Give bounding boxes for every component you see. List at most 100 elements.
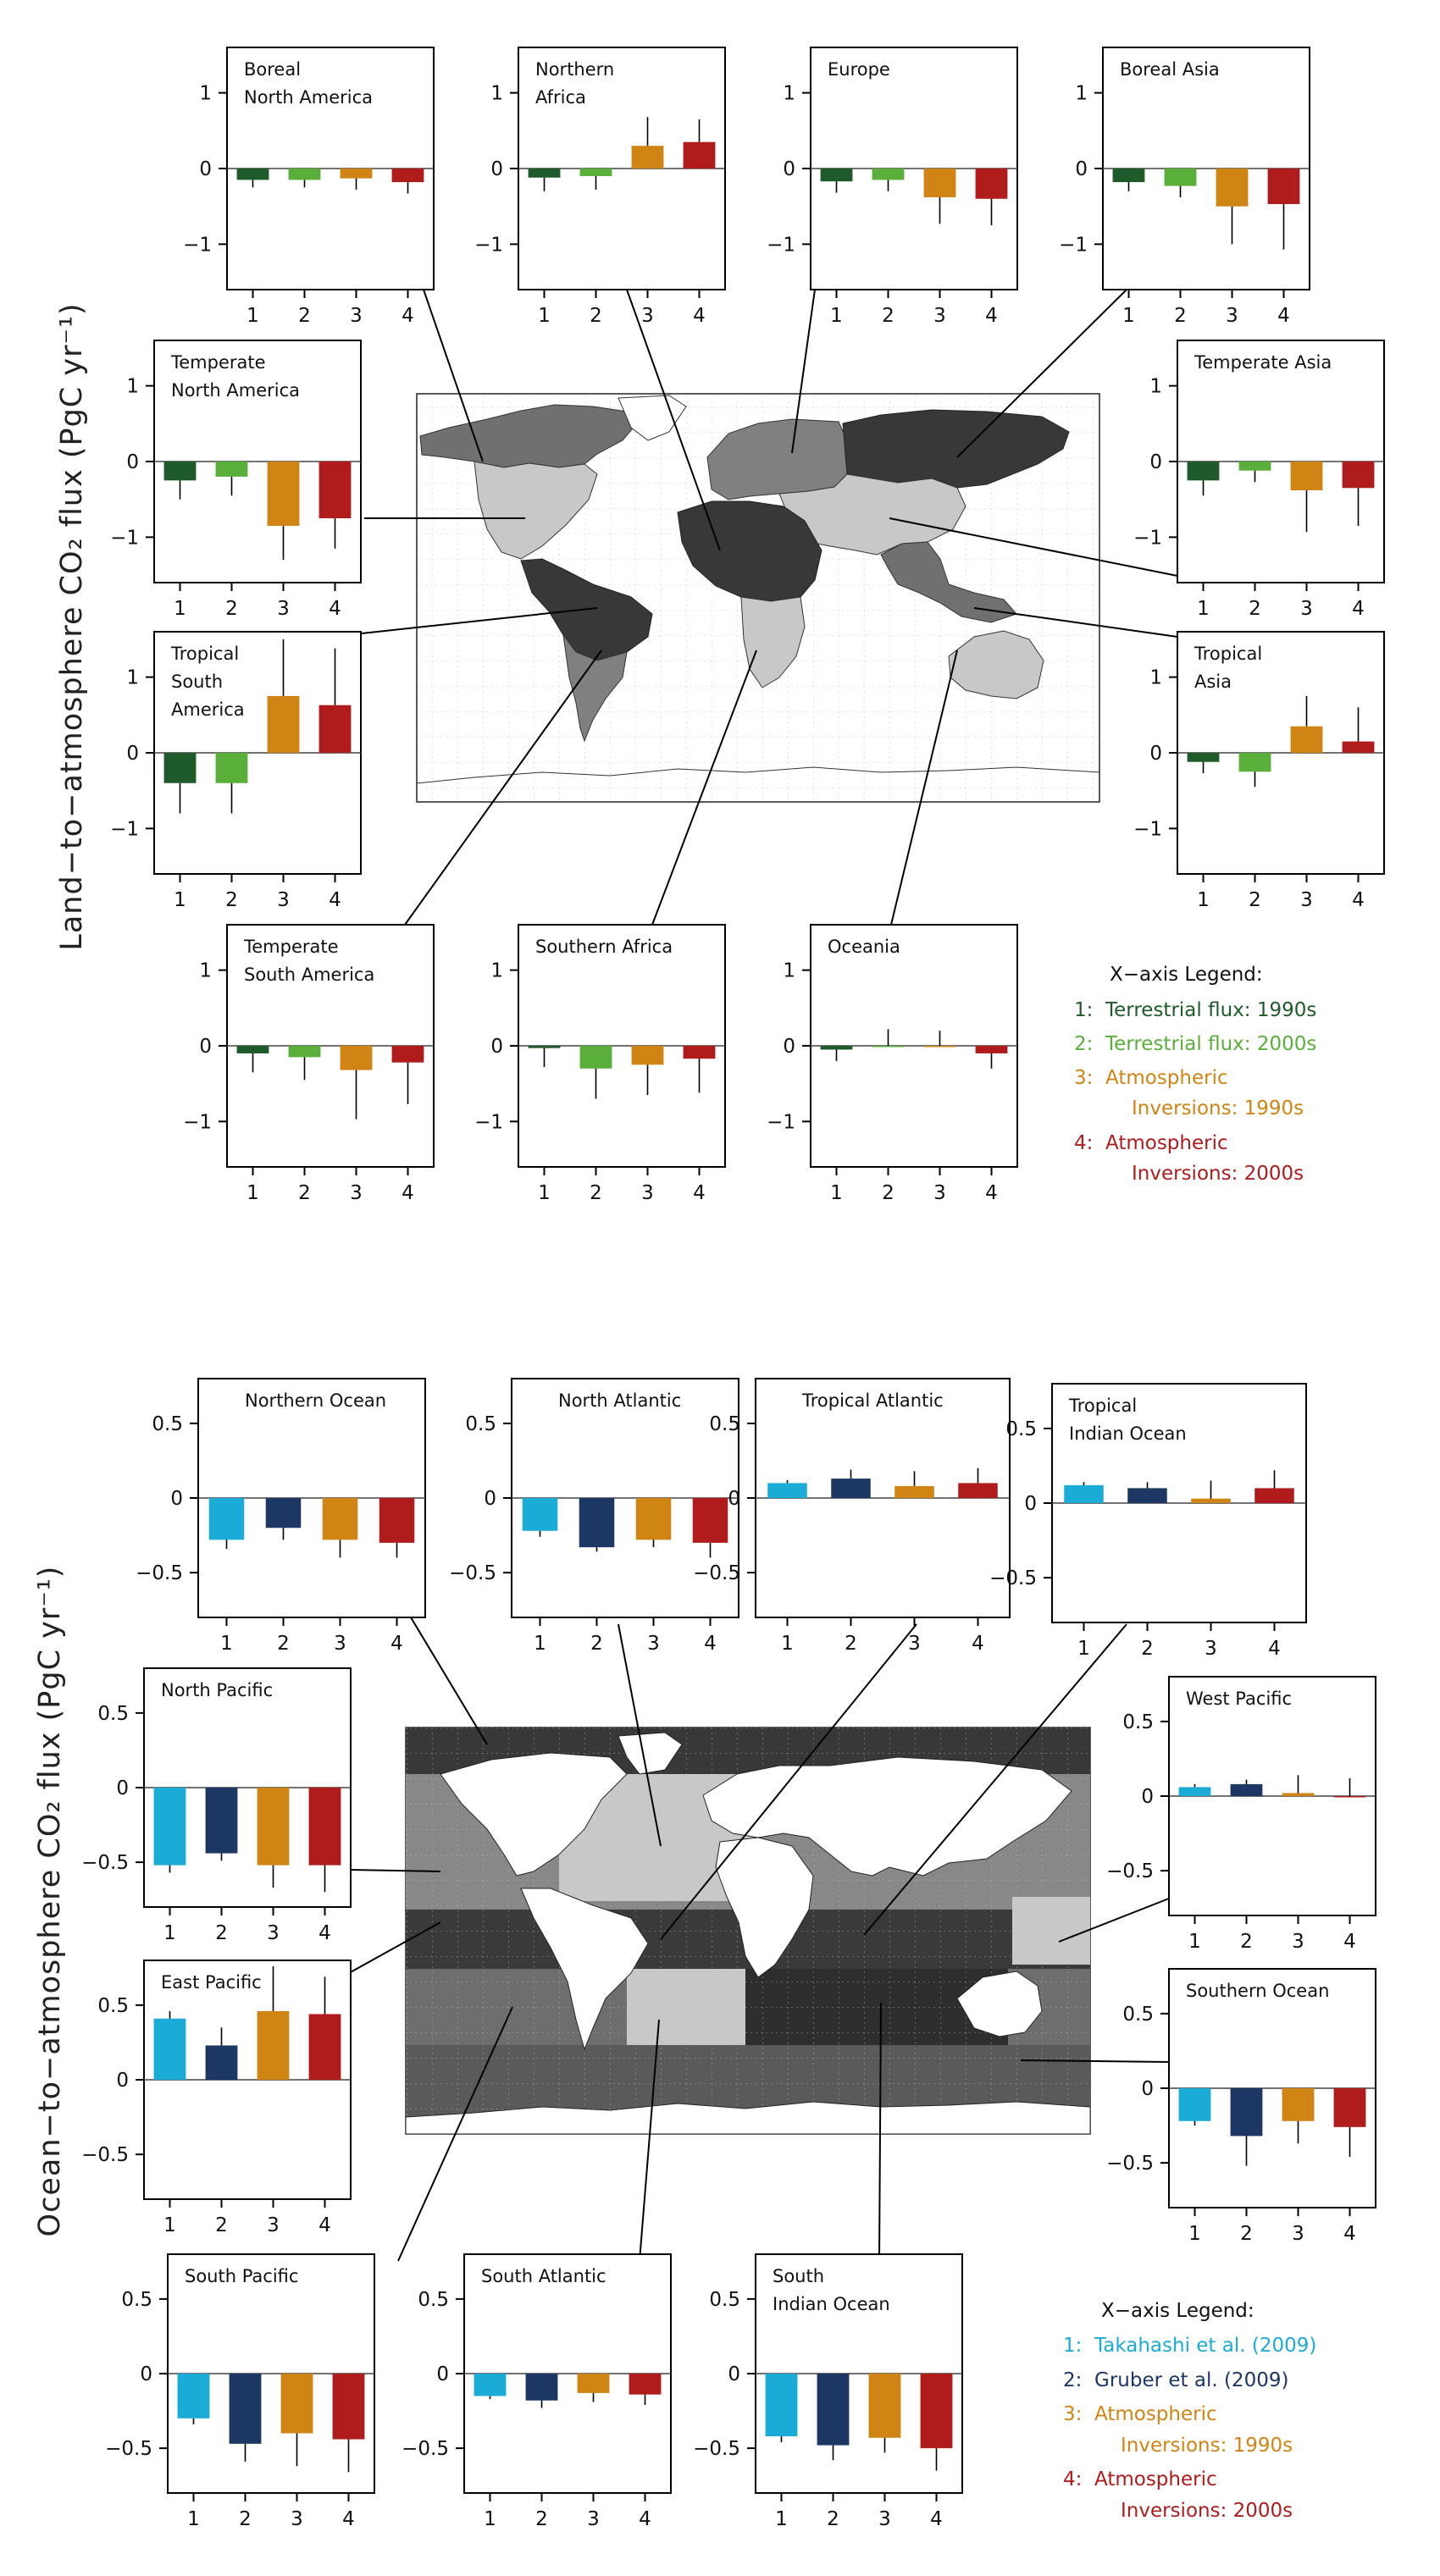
land-legend-text-4a: Atmospheric: [1105, 1132, 1228, 1154]
x-tick-label: 1: [220, 1633, 233, 1655]
bar-3: [635, 1498, 672, 1540]
bar-3: [894, 1485, 934, 1498]
panel-title: Southern Africa: [535, 937, 673, 957]
y-tick-label: 0: [199, 158, 212, 180]
x-tick-label: 1: [830, 1182, 843, 1204]
x-tick-label: 4: [930, 2508, 943, 2530]
x-tick-label: 3: [1300, 598, 1313, 620]
bar-2: [288, 169, 321, 180]
y-tick-label: 0: [140, 2363, 152, 2385]
y-tick-label: −1: [767, 234, 795, 256]
panel-oceania: Oceania 1 0 −1 1 2 3 4: [767, 924, 1018, 1204]
x-tick-label: 1: [246, 1182, 259, 1204]
panel-title: Indian Ocean: [1069, 1423, 1187, 1444]
y-tick-label: 0: [728, 2363, 740, 2385]
x-tick-label: 2: [298, 1182, 311, 1204]
y-tick-label: 0.5: [1122, 2004, 1154, 2026]
y-tick-label: 0: [1075, 158, 1088, 180]
x-tick-label: 1: [1122, 305, 1135, 327]
land-legend-text-3a: Atmospheric: [1105, 1067, 1228, 1089]
x-tick-label: 2: [590, 305, 602, 327]
y-tick-label: −1: [110, 527, 139, 549]
x-tick-label: 1: [163, 1922, 176, 1944]
x-tick-label: 2: [1141, 1638, 1154, 1660]
panel-title: Boreal Asia: [1120, 59, 1220, 80]
x-tick-label: 4: [318, 1922, 331, 1944]
ocean-legend-text-4b: Inversions: 2000s: [1121, 2500, 1293, 2522]
panel-north-pacific: North Pacific 0.5 0 −0.5 1 2 3 4: [81, 1667, 352, 1944]
region-temperate-asia: [778, 473, 966, 556]
ocean-legend-text-3b: Inversions: 1990s: [1121, 2435, 1293, 2457]
y-tick-label: 1: [1075, 83, 1088, 105]
x-tick-label: 1: [484, 2508, 496, 2530]
bar-1: [1187, 753, 1220, 762]
panel-title: North Pacific: [161, 1680, 273, 1700]
x-tick-label: 2: [590, 1182, 602, 1204]
region-oceania: [948, 630, 1044, 699]
bar-4: [683, 1046, 716, 1059]
bar-4: [975, 1046, 1008, 1053]
panel-title: South: [171, 672, 223, 692]
x-tick-label: 3: [277, 889, 290, 911]
x-tick-label: 4: [1343, 1931, 1356, 1953]
x-tick-label: 2: [1240, 2223, 1253, 2245]
y-tick-label: 0.5: [418, 2289, 449, 2311]
y-tick-label: 0: [1149, 743, 1162, 765]
bar-4: [1333, 1796, 1366, 1798]
bar-2: [205, 1788, 238, 1854]
x-tick-label: 2: [277, 1633, 290, 1655]
y-tick-label: −0.5: [693, 1562, 740, 1584]
panel-title: Tropical Atlantic: [801, 1390, 944, 1411]
y-tick-label: 0: [126, 743, 139, 765]
y-tick-label: −0.5: [81, 2144, 129, 2166]
bar-3: [923, 1046, 956, 1048]
y-tick-label: 0: [1024, 1493, 1037, 1515]
x-tick-label: 1: [775, 2508, 788, 2530]
bar-1: [1064, 1484, 1104, 1503]
bar-4: [1267, 169, 1300, 205]
x-tick-label: 1: [1077, 1638, 1090, 1660]
y-tick-label: 1: [490, 83, 503, 105]
y-tick-label: 0: [490, 1036, 503, 1058]
y-tick-label: 0: [1141, 1786, 1154, 1808]
x-tick-label: 1: [163, 2214, 176, 2236]
panel-tropical-indian-ocean: Tropical Indian Ocean 0.5 0 −0.5 1 2 3 4: [989, 1383, 1307, 1660]
y-tick-label: 0: [436, 2363, 449, 2385]
panel-west-pacific: West Pacific 0.5 0 −0.5 1 2 3 4: [1106, 1676, 1376, 1953]
bar-2: [817, 2374, 850, 2446]
bar-2: [1230, 2088, 1263, 2137]
y-tick-label: 1: [199, 960, 212, 982]
y-tick-label: −1: [474, 1111, 503, 1133]
y-tick-label: −0.5: [449, 1562, 496, 1584]
x-tick-label: 1: [830, 305, 843, 327]
panel-title: Africa: [535, 87, 586, 108]
bar-2: [1230, 1783, 1263, 1796]
land-callout-lines: [361, 289, 1178, 926]
region-boreal-north-america: [419, 404, 638, 468]
y-tick-label: −1: [183, 1111, 212, 1133]
x-tick-label: 1: [1197, 889, 1210, 911]
bar-4: [391, 1046, 424, 1063]
x-tick-label: 4: [1277, 305, 1290, 327]
x-tick-label: 4: [402, 305, 414, 327]
ocean-legend-title: X−axis Legend:: [1101, 2300, 1254, 2322]
x-tick-label: 1: [1188, 1931, 1201, 1953]
bar-1: [767, 1483, 807, 1498]
y-tick-label: 0: [116, 2070, 129, 2092]
bar-4: [1342, 741, 1375, 753]
x-tick-label: 4: [318, 2214, 331, 2236]
panel-title: Indian Ocean: [773, 2294, 890, 2314]
land-legend-key-3: 3:: [1074, 1067, 1093, 1089]
bar-4: [308, 2014, 341, 2080]
bar-3: [1282, 1793, 1315, 1796]
panel-title: Oceania: [828, 937, 900, 957]
y-tick-label: 0.5: [465, 1413, 496, 1435]
x-tick-label: 3: [878, 2508, 891, 2530]
bar-3: [257, 1788, 290, 1866]
panel-title: Temperate: [170, 352, 266, 373]
bar-1: [153, 2018, 186, 2080]
bar-3: [868, 2374, 901, 2438]
x-tick-label: 3: [933, 305, 946, 327]
land-legend-text-4b: Inversions: 2000s: [1132, 1163, 1304, 1185]
panel-title: West Pacific: [1186, 1689, 1292, 1709]
